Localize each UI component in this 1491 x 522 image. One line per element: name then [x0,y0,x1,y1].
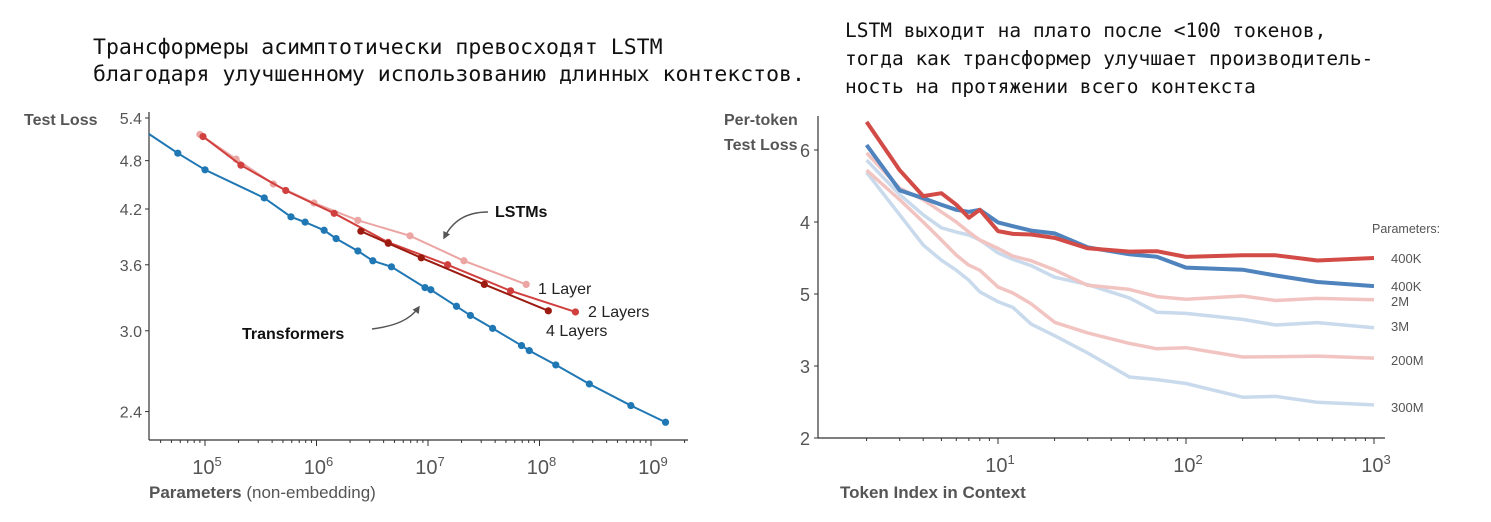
data-point [237,161,245,169]
y-axis-label: Test Loss [724,137,798,154]
data-point [525,347,533,355]
caption-line: Трансформеры асимптотически превосходят … [93,35,663,60]
y-tick-label: 3 [800,357,810,377]
y-tick-label: 3.0 [120,324,142,341]
data-point [369,257,377,265]
label-1-layer: 1 Layer [538,281,592,298]
right-chart-caption: LSTM выходит на плато после <100 токенов… [845,17,1373,101]
y-tick-label: 2.4 [120,405,142,422]
x-tick-label: 109 [638,454,667,479]
x-tick-label: 102 [1173,452,1202,477]
series-line-lstm-400k [864,120,1375,263]
data-point [627,401,635,410]
caption-line: благодаря улучшенному использованию длин… [93,62,805,87]
legend-label-transformer-3m: 3M [1391,319,1409,334]
legend-label-transformer-300m: 300M [1391,400,1424,415]
data-point [544,307,552,315]
data-point [199,132,207,141]
data-point [571,308,580,316]
data-point [354,247,362,255]
caption-line: тогда как трансформер улучшает производи… [845,47,1374,70]
data-point [387,263,396,271]
data-point [320,226,328,234]
label-4-layers: 4 Layers [546,323,607,340]
arrow-icon [443,211,489,240]
y-tick-label: 4.8 [120,154,142,171]
left-chart: 105 106 107 108 109 5.4 4.8 4.2 3.6 3.0 2.4 Test Lo… [24,111,688,502]
x-tick-label: 106 [304,454,333,479]
data-point [427,286,435,294]
data-point [201,166,209,174]
data-point [460,257,468,265]
series-line-transformer-300m [865,171,1375,407]
annotation-lstms: LSTMs [495,204,548,221]
right-chart: 101 102 103 6 4 5 3 2 Per-token Test Loss Token In… [724,112,1440,502]
data-point [480,280,488,289]
x-axis-label: Parameters (non-embedding) [149,483,376,502]
arrow-icon [371,305,420,330]
data-point [301,218,309,226]
data-point [406,232,414,240]
y-tick-label: 5 [800,285,810,305]
data-point [287,213,295,221]
data-point [466,311,474,320]
data-point [506,287,515,295]
data-point [174,149,182,157]
y-tick-label: 3.6 [120,258,142,275]
data-point [517,341,526,350]
x-tick-label: 105 [192,454,221,479]
series-line [202,135,576,313]
data-point [585,380,593,388]
series-4-layers [357,227,552,315]
annotation-transformers: Transformers [242,326,344,343]
data-point [260,194,268,202]
series-line-lstm-2m [865,151,1375,303]
series-transformers [148,133,670,426]
data-point [489,324,497,332]
data-point [452,302,461,310]
data-point [417,254,425,262]
y-tick-label: 6 [800,141,810,161]
series-line [148,133,666,424]
data-point [330,209,338,217]
series-line [199,133,527,286]
series-line-lstm-200m [865,168,1375,360]
label-2-layers: 2 Layers [588,304,649,321]
legend-label-lstm-2m: 2M [1391,294,1409,309]
data-point [357,227,365,235]
legend-title: Parameters: [1372,222,1440,236]
y-tick-label: 5.4 [120,111,142,128]
series-line-transformer-3m [865,158,1375,330]
series-line-transformer-400k [864,143,1375,289]
series-1-layer [196,130,530,289]
legend-label-lstm-200m: 200M [1391,353,1424,368]
data-point [421,284,429,292]
legend-label-transformer-400k: 400K [1391,279,1422,294]
data-point [444,261,452,269]
caption-line: ность на протяжении всего контекста [845,75,1256,98]
y-tick-label: 2 [800,429,810,449]
y-axis-label: Per-token [724,112,798,129]
x-axis-label: Token Index in Context [840,483,1026,502]
data-point [332,234,340,243]
x-tick-label: 108 [527,454,556,479]
x-tick-label: 103 [1361,452,1390,477]
caption-line: LSTM выходит на плато после <100 токенов… [845,19,1327,42]
x-tick-label: 107 [415,454,444,479]
y-tick-label: 4.2 [120,202,142,219]
series-2-layers [199,132,580,316]
data-point [661,418,670,426]
legend-label-lstm-400k: 400K [1391,251,1422,266]
y-axis-label: Test Loss [24,112,98,129]
data-point [354,216,362,224]
data-point [282,186,290,195]
left-chart-caption: Трансформеры асимптотически превосходят … [93,34,805,88]
x-tick-label: 101 [985,452,1014,477]
data-point [522,280,530,289]
data-point [384,239,392,247]
data-point [552,361,560,369]
y-tick-label: 4 [800,213,810,233]
